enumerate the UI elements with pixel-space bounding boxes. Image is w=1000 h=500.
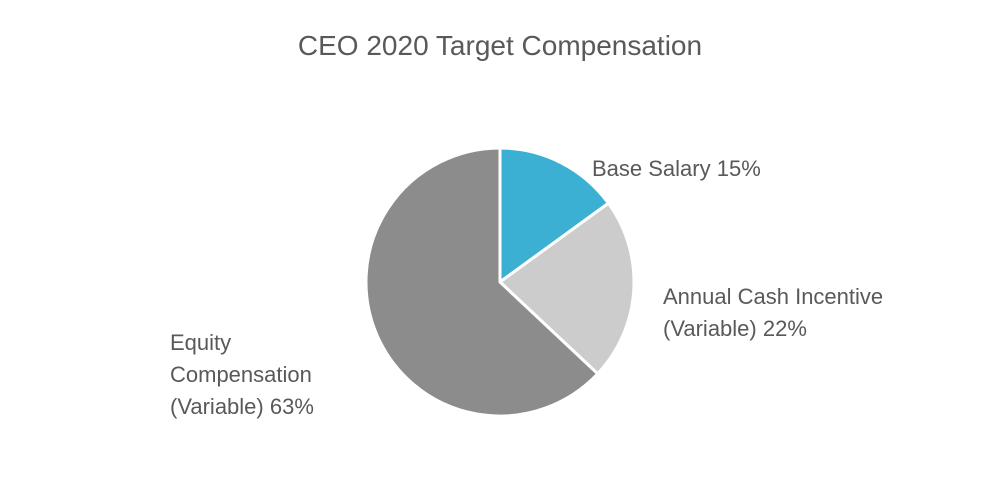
category-label: Base Salary bbox=[592, 156, 711, 181]
pie-slice bbox=[498, 146, 611, 285]
data-label: Base Salary 15% bbox=[592, 153, 852, 185]
value-label: 15% bbox=[716, 156, 761, 181]
category-label: Equity Compensation (Variable) bbox=[170, 330, 312, 419]
value-label: 22% bbox=[762, 316, 807, 341]
data-label: Annual Cash Incentive (Variable) 22% bbox=[663, 281, 891, 345]
pie-slice bbox=[497, 201, 636, 376]
chart-title: CEO 2020 Target Compensation bbox=[297, 30, 703, 61]
category-label: Annual Cash Incentive (Variable) bbox=[663, 284, 884, 341]
pie-slice bbox=[364, 146, 600, 418]
value-label: 63% bbox=[269, 394, 314, 419]
data-label: Equity Compensation (Variable) 63% bbox=[170, 327, 348, 423]
